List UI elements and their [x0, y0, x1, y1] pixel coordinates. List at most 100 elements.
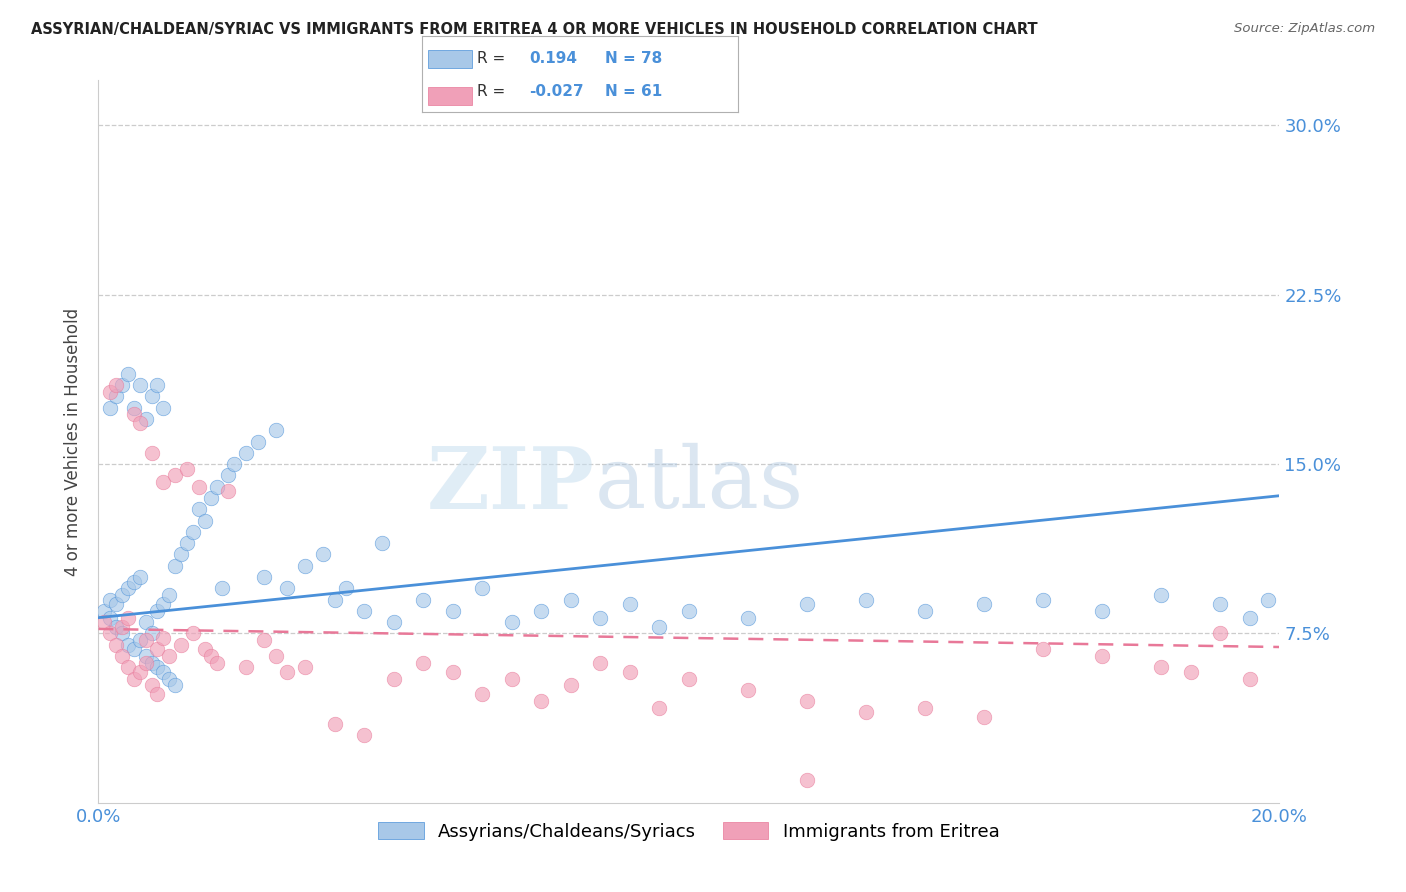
Point	[165, 678, 187, 692]
Point	[141, 656, 163, 670]
Point	[111, 378, 134, 392]
Point	[152, 597, 174, 611]
Point	[737, 682, 759, 697]
Point	[441, 604, 464, 618]
Point	[1150, 660, 1173, 674]
Point	[135, 648, 157, 663]
Point	[141, 446, 163, 460]
Point	[471, 687, 494, 701]
Point	[294, 558, 316, 573]
Point	[276, 582, 298, 596]
Point	[128, 665, 150, 679]
Point	[1091, 648, 1114, 663]
Point	[181, 626, 204, 640]
Y-axis label: 4 or more Vehicles in Household: 4 or more Vehicles in Household	[65, 308, 83, 575]
Point	[973, 597, 995, 611]
Point	[141, 389, 163, 403]
Point	[187, 502, 209, 516]
Point	[205, 656, 228, 670]
Point	[128, 378, 150, 392]
Point	[187, 480, 209, 494]
Point	[181, 524, 204, 539]
Point	[93, 615, 115, 630]
Point	[1239, 610, 1261, 624]
Point	[111, 620, 134, 634]
Point	[560, 592, 582, 607]
Point	[382, 672, 405, 686]
Point	[165, 558, 187, 573]
Point	[264, 423, 287, 437]
Point	[141, 678, 163, 692]
Point	[737, 610, 759, 624]
Text: N = 78: N = 78	[606, 51, 662, 66]
Point	[246, 434, 269, 449]
Point	[796, 694, 818, 708]
Text: N = 61: N = 61	[606, 84, 662, 98]
FancyBboxPatch shape	[429, 50, 472, 69]
Text: R =: R =	[477, 84, 505, 98]
Point	[914, 701, 936, 715]
Point	[253, 633, 276, 648]
Point	[105, 389, 128, 403]
Point	[105, 378, 128, 392]
Point	[170, 548, 193, 562]
Point	[200, 648, 222, 663]
Point	[224, 457, 246, 471]
Point	[264, 648, 287, 663]
Point	[176, 461, 198, 475]
Point	[146, 378, 169, 392]
Point	[412, 656, 434, 670]
Point	[111, 588, 134, 602]
Point	[335, 582, 357, 596]
Point	[200, 491, 222, 505]
Point	[152, 475, 174, 490]
Point	[312, 548, 335, 562]
Point	[1209, 626, 1232, 640]
Point	[194, 642, 217, 657]
Point	[146, 687, 169, 701]
Point	[98, 626, 121, 640]
Point	[135, 656, 157, 670]
Point	[1239, 672, 1261, 686]
Point	[117, 638, 139, 652]
Point	[146, 604, 169, 618]
Point	[678, 672, 700, 686]
Point	[530, 604, 553, 618]
Point	[157, 648, 180, 663]
Point	[122, 401, 145, 415]
Point	[135, 615, 157, 630]
Point	[170, 638, 193, 652]
Point	[648, 701, 671, 715]
Point	[235, 446, 257, 460]
Point	[122, 574, 145, 589]
Point	[146, 660, 169, 674]
Point	[128, 417, 150, 431]
Point	[111, 648, 134, 663]
Point	[217, 484, 239, 499]
Point	[276, 665, 298, 679]
Point	[122, 642, 145, 657]
Point	[914, 604, 936, 618]
Point	[294, 660, 316, 674]
Text: Source: ZipAtlas.com: Source: ZipAtlas.com	[1234, 22, 1375, 36]
Point	[589, 656, 612, 670]
Legend: Assyrians/Chaldeans/Syriacs, Immigrants from Eritrea: Assyrians/Chaldeans/Syriacs, Immigrants …	[371, 815, 1007, 848]
Point	[353, 604, 375, 618]
Point	[253, 570, 276, 584]
Text: -0.027: -0.027	[530, 84, 583, 98]
Point	[323, 592, 346, 607]
Point	[619, 597, 641, 611]
Point	[796, 597, 818, 611]
Point	[176, 536, 198, 550]
Point	[141, 626, 163, 640]
Point	[471, 582, 494, 596]
Point	[111, 626, 134, 640]
Point	[1091, 604, 1114, 618]
FancyBboxPatch shape	[429, 87, 472, 104]
Point	[117, 582, 139, 596]
Point	[128, 633, 150, 648]
Point	[501, 615, 523, 630]
Point	[973, 710, 995, 724]
Point	[501, 672, 523, 686]
Point	[412, 592, 434, 607]
